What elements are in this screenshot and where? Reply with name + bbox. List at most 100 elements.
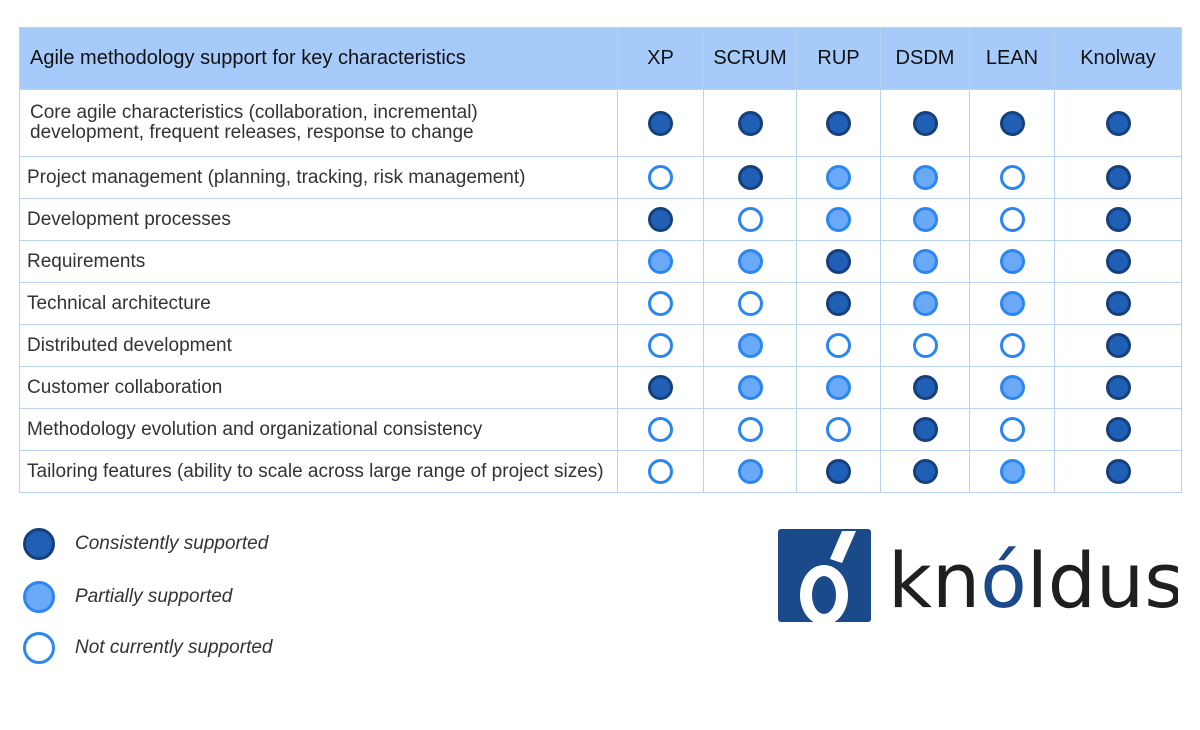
support-cell bbox=[703, 408, 797, 451]
support-partial-icon bbox=[648, 249, 673, 274]
table-row: Tailoring features (ability to scale acr… bbox=[19, 450, 1182, 493]
support-cell bbox=[1054, 240, 1182, 283]
support-cell bbox=[796, 198, 881, 241]
support-cell bbox=[703, 450, 797, 493]
support-cell bbox=[617, 89, 704, 157]
header-row: Agile methodology support for key charac… bbox=[19, 27, 1182, 90]
support-cell bbox=[796, 89, 881, 157]
support-none-icon bbox=[648, 291, 673, 316]
support-full-icon bbox=[648, 207, 673, 232]
support-cell bbox=[969, 282, 1055, 325]
support-cell bbox=[880, 240, 970, 283]
support-cell bbox=[880, 324, 970, 367]
support-full-icon bbox=[1105, 333, 1131, 358]
support-cell bbox=[880, 198, 970, 241]
support-cell bbox=[617, 156, 704, 199]
support-cell bbox=[796, 324, 881, 367]
support-full-icon bbox=[1105, 375, 1131, 400]
support-cell bbox=[703, 324, 797, 367]
column-header-lean: LEAN bbox=[969, 27, 1055, 90]
support-matrix: Agile methodology support for key charac… bbox=[19, 27, 1182, 493]
support-none-icon bbox=[737, 207, 763, 232]
legend-item-full: Consistently supported bbox=[23, 528, 268, 560]
row-label: Technical architecture bbox=[19, 282, 618, 325]
support-full-icon bbox=[912, 459, 938, 484]
legend-label-none: Not currently supported bbox=[75, 637, 273, 658]
support-cell bbox=[703, 366, 797, 409]
support-full-icon bbox=[1105, 291, 1131, 316]
support-full-icon bbox=[826, 291, 851, 316]
table-row: Methodology evolution and organizational… bbox=[19, 408, 1182, 451]
support-partial-icon bbox=[912, 165, 938, 190]
support-full-icon bbox=[826, 459, 851, 484]
row-label: Tailoring features (ability to scale acr… bbox=[19, 450, 618, 493]
support-full-icon bbox=[1105, 459, 1131, 484]
legend-label-partial: Partially supported bbox=[75, 586, 233, 607]
support-partial-icon bbox=[826, 375, 851, 400]
support-none-icon bbox=[648, 333, 673, 358]
column-header-knolway: Knolway bbox=[1054, 27, 1182, 90]
support-none-icon bbox=[999, 333, 1025, 358]
legend-label-full: Consistently supported bbox=[75, 533, 269, 554]
support-cell bbox=[617, 282, 704, 325]
not-supported-icon bbox=[23, 632, 55, 664]
support-none-icon bbox=[826, 417, 851, 442]
support-none-icon bbox=[648, 417, 673, 442]
support-partial-icon bbox=[999, 459, 1025, 484]
support-cell bbox=[703, 240, 797, 283]
support-partial-icon bbox=[737, 375, 763, 400]
support-none-icon bbox=[648, 459, 673, 484]
support-none-icon bbox=[999, 207, 1025, 232]
support-cell bbox=[969, 324, 1055, 367]
support-none-icon bbox=[648, 165, 673, 190]
support-cell bbox=[880, 89, 970, 157]
support-full-icon bbox=[1105, 110, 1131, 136]
support-cell bbox=[796, 366, 881, 409]
support-cell bbox=[969, 366, 1055, 409]
support-full-icon bbox=[912, 417, 938, 442]
legend-item-partial: Partially supported bbox=[23, 581, 232, 613]
support-none-icon bbox=[737, 417, 763, 442]
support-partial-icon bbox=[737, 249, 763, 274]
support-cell bbox=[796, 240, 881, 283]
support-none-icon bbox=[912, 333, 938, 358]
support-cell bbox=[617, 450, 704, 493]
partially-supported-icon bbox=[23, 581, 55, 613]
table-row: Project management (planning, tracking, … bbox=[19, 156, 1182, 199]
support-cell bbox=[1054, 156, 1182, 199]
support-full-icon bbox=[912, 110, 938, 136]
support-cell bbox=[796, 408, 881, 451]
table-row: Technical architecture bbox=[19, 282, 1182, 325]
knoldus-logo: knóldus bbox=[778, 529, 1178, 624]
support-cell bbox=[1054, 282, 1182, 325]
support-full-icon bbox=[737, 165, 763, 190]
support-cell bbox=[880, 408, 970, 451]
support-cell bbox=[617, 324, 704, 367]
support-cell bbox=[617, 198, 704, 241]
row-label: Development processes bbox=[19, 198, 618, 241]
support-cell bbox=[969, 198, 1055, 241]
support-full-icon bbox=[648, 110, 673, 136]
support-cell bbox=[880, 450, 970, 493]
support-full-icon bbox=[737, 110, 763, 136]
support-cell bbox=[703, 156, 797, 199]
support-cell bbox=[1054, 408, 1182, 451]
row-label: Methodology evolution and organizational… bbox=[19, 408, 618, 451]
support-partial-icon bbox=[912, 207, 938, 232]
support-cell bbox=[880, 282, 970, 325]
support-none-icon bbox=[999, 165, 1025, 190]
column-header-rup: RUP bbox=[796, 27, 881, 90]
row-label-line: development, frequent releases, response… bbox=[30, 122, 474, 143]
column-header-scrum: SCRUM bbox=[703, 27, 797, 90]
row-label: Core agile characteristics (collaboratio… bbox=[19, 89, 618, 157]
support-full-icon bbox=[999, 110, 1025, 136]
support-full-icon bbox=[1105, 417, 1131, 442]
support-cell bbox=[796, 282, 881, 325]
support-cell bbox=[617, 408, 704, 451]
table-title: Agile methodology support for key charac… bbox=[19, 27, 618, 90]
support-partial-icon bbox=[826, 165, 851, 190]
support-cell bbox=[617, 366, 704, 409]
support-cell bbox=[969, 240, 1055, 283]
support-cell bbox=[703, 89, 797, 157]
row-label: Project management (planning, tracking, … bbox=[19, 156, 618, 199]
